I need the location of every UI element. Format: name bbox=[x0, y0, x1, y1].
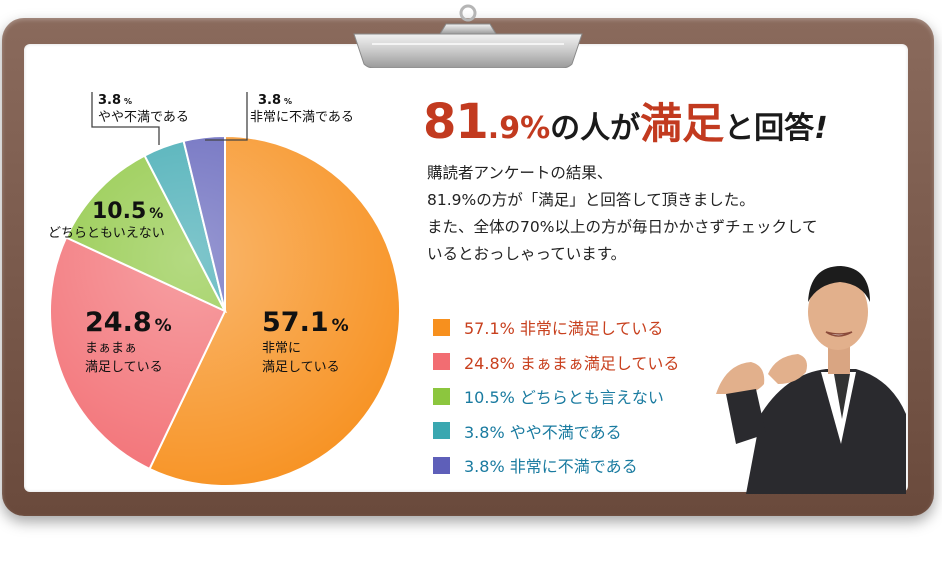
legend-item: 3.8% 非常に不満である bbox=[433, 448, 679, 483]
slice-value-label: 3.8% bbox=[258, 93, 292, 108]
legend-label: 24.8% まぁまぁ満足している bbox=[464, 353, 680, 373]
slice-value-label: 3.8% bbox=[98, 93, 132, 108]
slice-value-label: 10.5% bbox=[92, 199, 163, 224]
headline-number: 81 bbox=[423, 94, 489, 150]
description-line: また、全体の70%以上の方が毎日かかさずチェックして bbox=[427, 218, 818, 236]
legend-label: 3.8% やや不満である bbox=[464, 422, 622, 442]
callout-line bbox=[205, 92, 248, 141]
headline-decimal: .9% bbox=[487, 111, 551, 146]
description-line: 購読者アンケートの結果、 bbox=[427, 164, 613, 182]
slice-category-label: まぁまぁ bbox=[85, 341, 137, 356]
legend-label: 3.8% 非常に不満である bbox=[464, 457, 638, 477]
legend-label: 57.1% 非常に満足している bbox=[464, 319, 664, 339]
headline: 81.9%の人が満足と回答! bbox=[423, 90, 828, 150]
legend-item: 3.8% やや不満である bbox=[433, 414, 679, 449]
slice-category-label: どちらともいえない bbox=[48, 226, 165, 241]
description-line: いるとおっしゃっています。 bbox=[427, 245, 627, 263]
legend-swatch bbox=[433, 387, 450, 405]
headline-exclaim: ! bbox=[814, 111, 828, 146]
pie-highlight bbox=[50, 136, 400, 486]
legend-item: 10.5% どちらとも言えない bbox=[433, 379, 679, 414]
slice-category-label: 非常に不満である bbox=[250, 110, 354, 125]
legend-item: 57.1% 非常に満足している bbox=[433, 310, 679, 345]
clipboard-clip-icon bbox=[353, 4, 583, 68]
slice-category-label: やや不満である bbox=[98, 110, 189, 125]
description: 購読者アンケートの結果、 81.9%の方が「満足」と回答して頂きました。 また、… bbox=[427, 160, 887, 268]
slice-value-label: 57.1% bbox=[262, 307, 349, 338]
slice-category-label: 満足している bbox=[262, 360, 340, 375]
slice-value-label: 24.8% bbox=[85, 307, 172, 338]
slice-category-label: 非常に bbox=[262, 341, 301, 356]
legend: 57.1% 非常に満足している 24.8% まぁまぁ満足している 10.5% ど… bbox=[433, 310, 679, 483]
legend-label: 10.5% どちらとも言えない bbox=[464, 388, 664, 408]
callout-line bbox=[91, 92, 160, 145]
slice-category-label: 満足している bbox=[85, 360, 163, 375]
legend-item: 24.8% まぁまぁ満足している bbox=[433, 345, 679, 380]
headline-part1: の人が bbox=[550, 111, 641, 146]
headline-emph: 満足 bbox=[640, 99, 725, 148]
legend-swatch bbox=[433, 318, 450, 336]
legend-swatch bbox=[433, 456, 450, 474]
legend-swatch bbox=[433, 422, 450, 440]
legend-swatch bbox=[433, 353, 450, 371]
businessman-photo-icon bbox=[716, 266, 906, 494]
headline-part2: と回答 bbox=[724, 111, 815, 146]
description-line: 81.9%の方が「満足」と回答して頂きました。 bbox=[427, 191, 755, 209]
